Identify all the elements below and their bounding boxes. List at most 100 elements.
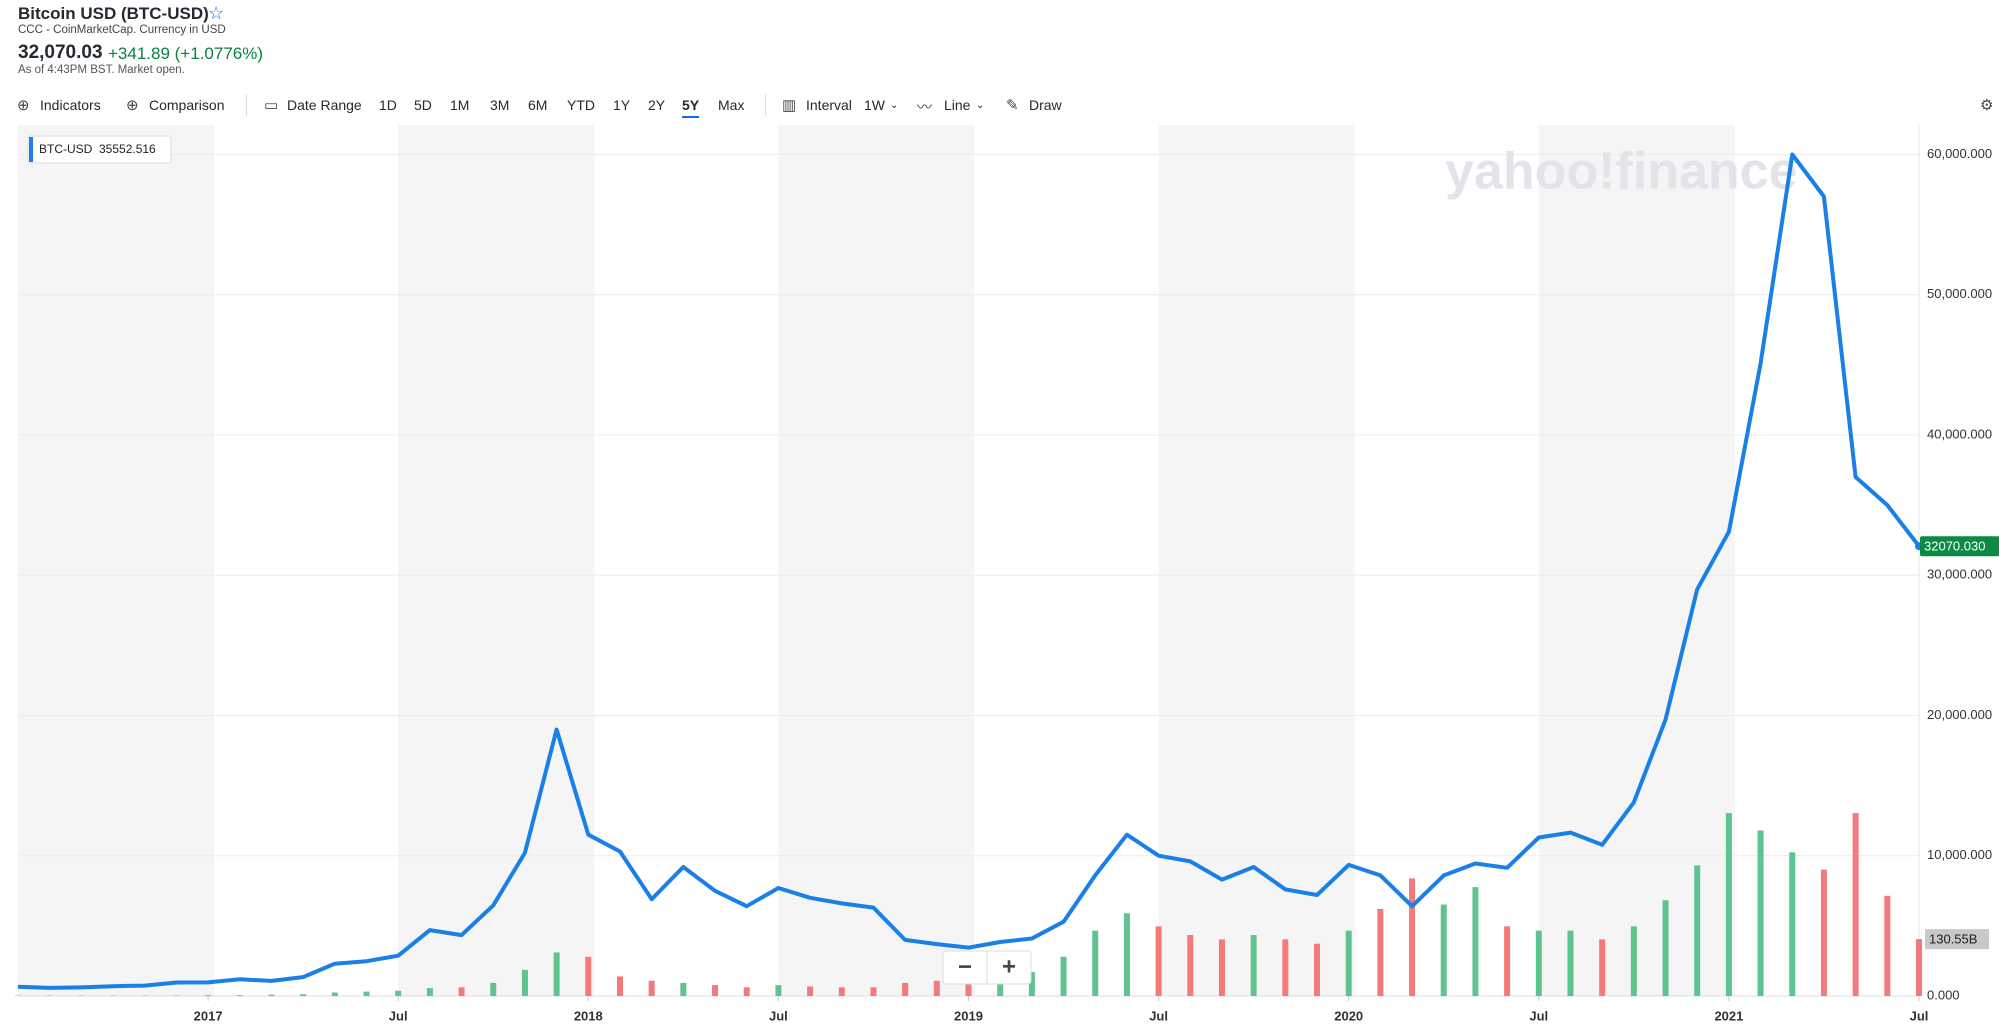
volume-bar [490, 982, 497, 996]
icon: ▭ [264, 97, 279, 114]
volume-bar [1060, 956, 1067, 996]
volume-bar [807, 986, 814, 996]
date-range-button[interactable]: Date Range [287, 97, 362, 113]
volume-bar [521, 969, 528, 996]
shaded-period [398, 125, 595, 996]
plot-clip-edge [1919, 125, 1999, 998]
volume-bar [1377, 908, 1384, 996]
x-tick-label: 2019 [954, 1008, 983, 1023]
chevron: ⌄ [890, 100, 899, 111]
volume-bar [838, 987, 845, 996]
y-tick-label: 10,000.000 [1927, 847, 1992, 862]
legend-box [27, 135, 172, 164]
volume-bar [331, 992, 338, 996]
chevron: ⌄ [976, 100, 985, 111]
volume-bar [1472, 887, 1479, 996]
icon: ⊕ [17, 97, 30, 114]
volume-bar [1092, 930, 1099, 996]
x-tick-label: Jul [1910, 1008, 1929, 1023]
range-button[interactable]: Max [718, 97, 745, 113]
range-button[interactable]: 1M [450, 97, 470, 113]
indicators-button[interactable]: Indicators [40, 97, 101, 113]
x-tick-label: Jul [389, 1008, 408, 1023]
watermark: yahoo!finance [1445, 143, 1798, 201]
volume-bar [1504, 926, 1511, 996]
shaded-period [1538, 125, 1735, 996]
volume-bar [1440, 904, 1447, 996]
volume-bar [997, 976, 1004, 996]
range-button[interactable]: 6M [528, 97, 548, 113]
comparison-button[interactable]: Comparison [149, 97, 225, 113]
volume-bar [1123, 913, 1130, 996]
y-tick-label: 30,000.000 [1927, 567, 1992, 582]
separator [765, 94, 766, 116]
icon: ⊕ [126, 97, 139, 114]
volume-bar [680, 982, 687, 996]
volume-bar [300, 994, 307, 996]
volume-bar [363, 991, 370, 996]
volume-label: 130.55B [1929, 932, 1977, 947]
volume-bar [426, 988, 433, 996]
x-tick-label: 2021 [1714, 1008, 1743, 1023]
volume-bar [743, 987, 750, 996]
x-tick-label: Jul [1529, 1008, 1548, 1023]
range-button[interactable]: 1Y [613, 97, 631, 113]
x-tick-label: 2020 [1334, 1008, 1363, 1023]
volume-bar [712, 985, 719, 996]
x-tick-label: Jul [1149, 1008, 1168, 1023]
y-tick-label: 40,000.000 [1927, 426, 1992, 441]
volume-bar [1820, 869, 1827, 996]
volume-bar [205, 995, 212, 996]
icon: ✎ [1006, 97, 1019, 114]
y-tick-label: 60,000.000 [1927, 146, 1992, 161]
y-tick-label: 50,000.000 [1927, 286, 1992, 301]
shaded-period [1158, 125, 1355, 996]
volume-bar [1662, 900, 1669, 996]
legend-name: BTC-USD [39, 142, 93, 156]
separator [246, 94, 247, 116]
volume-bar [1314, 943, 1321, 996]
volume-bar [1345, 930, 1352, 996]
icon: 〰 [917, 99, 933, 116]
volume-bar [1916, 939, 1922, 996]
volume-bar [1187, 935, 1194, 996]
volume-bar [1218, 939, 1225, 996]
volume-bar [1155, 926, 1162, 996]
draw-button[interactable]: Draw [1029, 97, 1062, 113]
volume-bar [1725, 813, 1732, 996]
x-tick-label: 2017 [194, 1008, 223, 1023]
range-button[interactable]: 2Y [648, 97, 666, 113]
zoom-button[interactable]: − [958, 953, 972, 980]
volume-bar [395, 990, 402, 996]
shaded-period [778, 125, 975, 996]
x-tick-label: 2018 [574, 1008, 603, 1023]
volume-badge [1925, 929, 1989, 950]
change: +341.89 (+1.0776%) [108, 44, 264, 63]
volume-bar [1757, 830, 1764, 996]
volume-bar [902, 982, 909, 996]
interval-value[interactable]: 1W [864, 97, 885, 113]
volume-bar [1789, 852, 1796, 996]
range-button[interactable]: 1D [379, 97, 397, 113]
range-button[interactable]: 3M [490, 97, 510, 113]
volume-bar [1282, 939, 1289, 996]
settings[interactable]: ⚙ [1980, 97, 1994, 114]
y-tick-label: 0.000 [1927, 987, 1960, 1002]
volume-bar [1599, 939, 1606, 996]
volume-bar [965, 978, 972, 996]
legend-swatch [29, 137, 33, 162]
range-button[interactable]: YTD [567, 97, 595, 113]
volume-bar [870, 987, 877, 996]
watchlist-star[interactable]: ☆ [208, 3, 225, 23]
price-line [17, 152, 1921, 990]
volume-bar [1250, 935, 1257, 996]
interval-button[interactable]: Interval [806, 97, 852, 113]
volume-bar [553, 952, 560, 996]
price: 32,070.03 [18, 42, 103, 63]
volume-bar [1630, 926, 1637, 996]
range-button[interactable]: 5Y [682, 97, 700, 118]
line-button[interactable]: Line [944, 97, 971, 113]
zoom-button[interactable]: + [1002, 953, 1016, 980]
range-button[interactable]: 5D [414, 97, 432, 113]
